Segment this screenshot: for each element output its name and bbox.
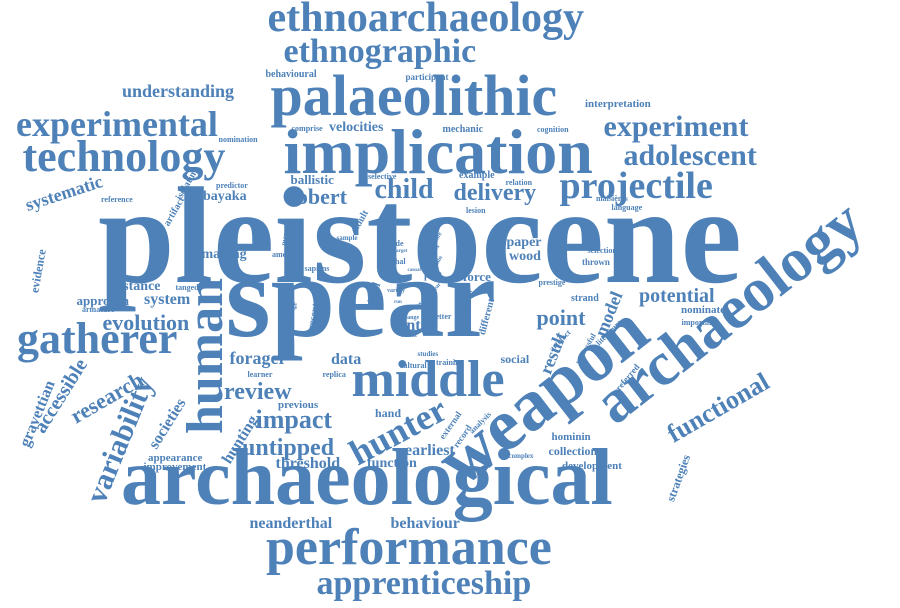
- word-development: development: [562, 459, 622, 472]
- word-nomination: nomination: [218, 135, 258, 144]
- word-palaeolithic: palaeolithic: [270, 63, 558, 128]
- word-thrown: thrown: [582, 256, 610, 267]
- word-participant: participant: [405, 71, 449, 82]
- word-approach: approach: [76, 292, 130, 308]
- word-hominin: hominin: [551, 430, 591, 443]
- word-tanged: tanged: [175, 283, 199, 292]
- word-performance: performance: [266, 519, 552, 576]
- word-cognition: cognition: [537, 125, 569, 134]
- word-important: important: [681, 318, 717, 327]
- word-apprenticeship: apprenticeship: [316, 565, 532, 602]
- word-forager: forager: [229, 348, 287, 368]
- word-improvement: improvement: [143, 460, 207, 473]
- word-experimental: experimental: [16, 104, 218, 144]
- word-middle: middle: [351, 351, 505, 408]
- word-tip: tip: [352, 283, 360, 289]
- word-lesion: lesion: [466, 206, 486, 215]
- word-social: social: [500, 352, 530, 366]
- word-neanderthal: neanderthal: [249, 515, 333, 532]
- word-adolescent: adolescent: [623, 139, 757, 172]
- word-variety: variety: [387, 288, 405, 294]
- word-mechanic: mechanic: [442, 124, 484, 135]
- word-ethnographic: ethnographic: [283, 33, 477, 70]
- word-behavioural: behavioural: [265, 69, 317, 80]
- word-impact: impact: [255, 405, 333, 434]
- word-paper: paper: [506, 235, 542, 250]
- word-implication: implication: [283, 116, 593, 187]
- word-cultural: cultural: [399, 361, 427, 370]
- word-america: america: [272, 250, 300, 259]
- word-previous: previous: [278, 398, 319, 411]
- word-target: target: [394, 248, 408, 254]
- word-prestige: prestige: [538, 278, 566, 287]
- word-potential: potential: [639, 285, 715, 307]
- word-threshold: threshold: [275, 455, 341, 472]
- word-selective: selective: [368, 172, 397, 181]
- word-appearance: appearance: [148, 451, 203, 464]
- word-experiment: experiment: [603, 110, 749, 143]
- word-range: range: [404, 315, 420, 321]
- word-learner: learner: [247, 370, 273, 379]
- word-archaeological: archaeological: [121, 434, 613, 522]
- word-armature: armature: [82, 305, 115, 314]
- word-evolution: evolution: [102, 310, 190, 335]
- word-comprise: comprise: [291, 124, 323, 133]
- word-replica: replica: [322, 370, 346, 379]
- word-ballistic: ballistic: [290, 171, 334, 187]
- word-better: better: [431, 312, 452, 321]
- word-ethnoarchaeology: ethnoarchaeology: [267, 0, 585, 41]
- word-earliest: earliest: [405, 442, 455, 459]
- word-bayaka: bayaka: [203, 189, 247, 204]
- word-technology: technology: [22, 132, 226, 181]
- word-complex: complex: [508, 451, 534, 460]
- word-selection: selection: [587, 246, 617, 255]
- word-gatherer: gatherer: [17, 314, 178, 363]
- word-system: system: [144, 291, 191, 308]
- word-point: point: [536, 305, 586, 330]
- word-recent: recent: [401, 333, 417, 339]
- word-review: review: [224, 379, 292, 405]
- word-velocities: velocities: [329, 120, 384, 135]
- word-maisieres: maisières: [596, 194, 628, 203]
- word-data: data: [331, 351, 362, 368]
- word-sapiens: sapiens: [304, 264, 330, 273]
- word-pleistocene: pleistocene: [98, 159, 742, 312]
- word-evidence: evidence: [27, 248, 49, 294]
- word-past: past: [424, 270, 442, 281]
- word-untipped: untipped: [242, 435, 335, 461]
- word-run: run: [394, 299, 402, 305]
- word-spear: spear: [225, 234, 497, 362]
- word-robert: robert: [287, 184, 347, 209]
- word-making: making: [201, 247, 247, 262]
- word-understanding: understanding: [122, 81, 235, 101]
- word-reference: reference: [101, 195, 133, 204]
- word-nominate: nominate: [681, 303, 725, 316]
- word-interpretation: interpretation: [585, 97, 651, 110]
- word-distance: distance: [111, 279, 161, 294]
- word-child: child: [374, 174, 434, 205]
- word-language: language: [611, 203, 643, 212]
- word-casual: casual: [407, 267, 421, 273]
- word-training: training: [436, 358, 464, 367]
- word-projectile: projectile: [559, 165, 713, 207]
- word-delivery: delivery: [453, 180, 537, 206]
- word-sample: sample: [336, 233, 358, 242]
- word-behaviour: behaviour: [390, 515, 460, 532]
- word-font: font: [393, 317, 421, 334]
- word-force: force: [463, 268, 491, 284]
- word-studies: studies: [417, 349, 439, 358]
- word-predictor: predictor: [216, 181, 248, 190]
- word-wood: wood: [509, 249, 541, 264]
- word-relation: relation: [505, 178, 533, 187]
- word-example: example: [459, 170, 495, 181]
- word-decade: decade: [380, 239, 404, 248]
- word-lethal: lethal: [386, 257, 406, 266]
- word-hand: hand: [375, 406, 402, 420]
- word-strand: strand: [571, 293, 599, 304]
- word-function: function: [367, 456, 417, 471]
- word-collection: collection: [548, 444, 598, 458]
- word-strategies: strategies: [662, 452, 693, 504]
